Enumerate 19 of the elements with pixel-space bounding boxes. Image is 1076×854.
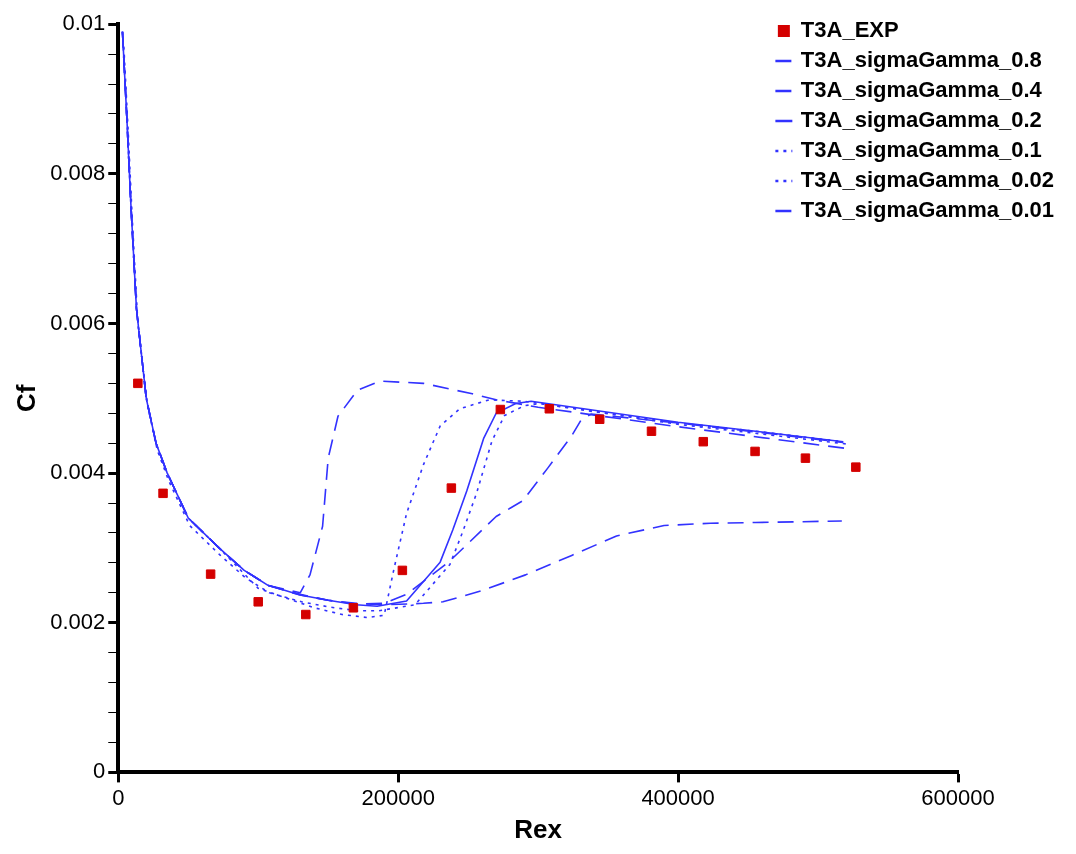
x-tick-label: 0 (112, 784, 125, 810)
y-tick-label: 0.004 (50, 459, 106, 485)
y-tick-label: 0.002 (50, 608, 106, 634)
y-tick-label: 0.008 (50, 159, 106, 185)
legend-label: T3A_sigmaGamma_0.01 (800, 197, 1054, 223)
y-tick-label: 0.006 (50, 309, 106, 335)
legend-label: T3A_sigmaGamma_0.1 (800, 137, 1042, 163)
legend-label: T3A_EXP (800, 17, 899, 43)
y-axis-title: Cf (10, 384, 41, 413)
legend-label: T3A_sigmaGamma_0.2 (800, 107, 1042, 133)
legend-label: T3A_sigmaGamma_0.4 (800, 77, 1043, 103)
y-tick-label: 0.01 (62, 10, 106, 36)
x-tick-label: 400000 (641, 784, 715, 810)
y-tick-label: 0 (93, 758, 106, 784)
legend-label: T3A_sigmaGamma_0.02 (800, 167, 1054, 193)
x-tick-label: 200000 (361, 784, 435, 810)
x-axis-title: Rex (514, 813, 563, 844)
legend-label: T3A_sigmaGamma_0.8 (800, 47, 1042, 73)
x-tick-label: 600000 (921, 784, 995, 810)
